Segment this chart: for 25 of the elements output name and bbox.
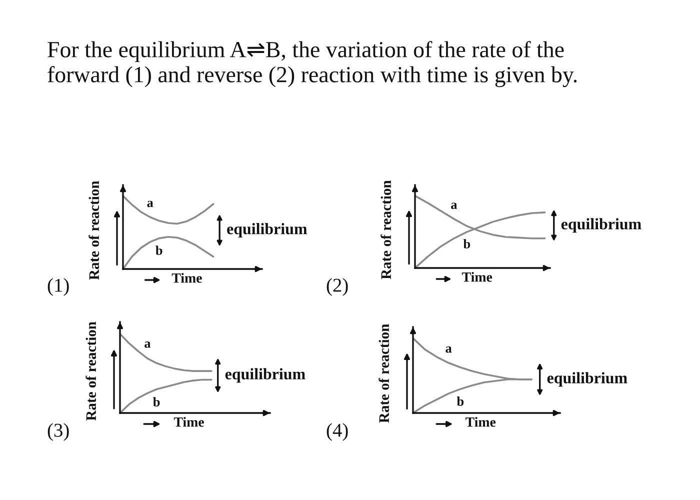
series-label: a: [446, 346, 452, 353]
x-axis-title: Time: [466, 417, 496, 427]
y-axis-title: Rate of reaction: [380, 180, 392, 280]
series-label: b: [456, 396, 464, 406]
y-axis-title: Rate of reaction: [86, 322, 96, 421]
annotation: equilibrium: [225, 368, 306, 383]
text: (3): [48, 423, 69, 441]
text: For the equilibrium A⇌B, the variation of the rate of the forward (1) and reverse (2) reaction with time is given by.: [48, 41, 577, 88]
text: (2): [326, 278, 348, 296]
text: (4): [326, 423, 348, 441]
y-axis-title: Rate of reaction: [88, 180, 100, 280]
series-label: b: [156, 246, 162, 255]
x-axis-title: Time: [462, 272, 492, 282]
x-axis-title: Time: [172, 273, 202, 283]
annotation: equilibrium: [227, 223, 308, 238]
y-axis-title: Rate of reaction: [378, 324, 390, 423]
x-axis-title: Time: [174, 417, 204, 427]
annotation: equilibrium: [547, 372, 628, 387]
series-label: a: [144, 341, 151, 348]
series-label: a: [147, 200, 154, 208]
series-label: b: [153, 397, 160, 406]
series-label: a: [451, 202, 458, 210]
text: equilibrium: [561, 218, 642, 233]
text: (1): [48, 278, 69, 296]
series-label: b: [463, 239, 470, 248]
